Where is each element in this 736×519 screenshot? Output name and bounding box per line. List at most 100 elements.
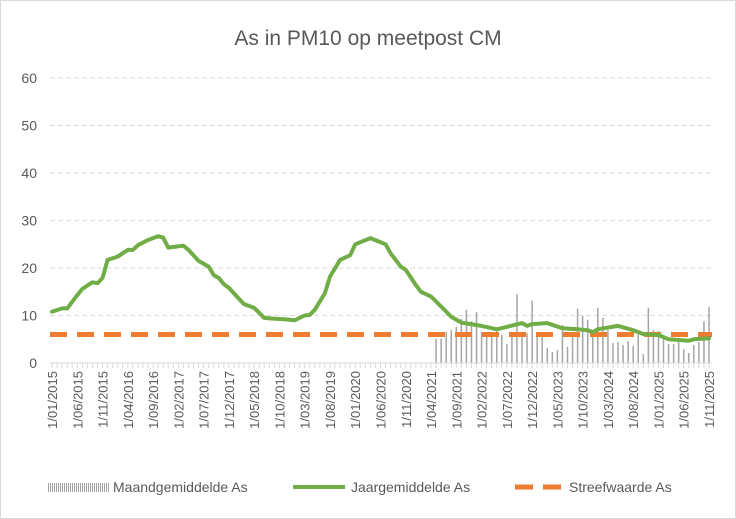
y-tick-label: 10 [21,308,37,324]
legend-bar-mark [58,483,59,492]
x-tick-label: 1/09/2016 [146,371,161,429]
y-tick-label: 60 [21,70,37,86]
x-tick-label: 1/10/2023 [576,371,591,429]
bar [546,347,549,363]
legend-bar-mark [92,483,93,492]
legend-bar-mark [48,483,49,492]
bar [632,345,634,363]
x-tick-label: 1/07/2017 [197,371,212,429]
bar [501,334,503,363]
legend-bar-mark [104,483,105,492]
bar [637,333,639,363]
bar [602,317,604,363]
legend-bar-mark [100,483,101,492]
legend-bar-mark [88,483,89,492]
bar [531,300,533,363]
legend-bar-mark [52,483,53,492]
legend-bar-mark [50,483,51,492]
legend-item-maandgemiddelde[interactable]: Maandgemiddelde As [48,479,248,495]
x-tick-label: 1/11/2020 [399,371,414,428]
legend-bar-mark [102,483,103,492]
bar [617,342,619,363]
legend-bar-mark [56,483,57,492]
legend-bar-mark [98,483,99,492]
x-axis-ticks: 1/01/2015 1/06/2015 1/11/2015 1/04/2016 1/09… [45,363,717,429]
gridlines [50,77,712,316]
legend-bar-mark [90,483,91,492]
x-tick-label: 1/06/2020 [374,371,389,429]
bar [506,344,508,363]
x-tick-label: 1/09/2021 [449,371,464,429]
legend-bar-mark [96,483,97,492]
bar [698,342,700,363]
x-tick-label: 1/04/2016 [121,371,136,429]
legend-bar-mark [66,483,67,492]
bar [592,330,594,363]
legend-item-jaargemiddelde[interactable]: Jaargemiddelde As [293,479,470,495]
x-tick-label: 1/12/2022 [525,371,540,429]
legend-bar-mark [62,483,63,492]
legend-bar-mark [82,483,83,492]
bar [450,330,453,363]
y-tick-label: 50 [21,118,37,134]
x-tick-label: 1/10/2018 [272,371,287,429]
bar [485,332,488,363]
legend-bar-mark [94,483,95,492]
x-tick-label: 1/01/2020 [348,371,363,429]
bar [521,332,523,363]
legend-bar-mark [106,483,107,492]
bar [652,330,655,363]
y-tick-label: 20 [21,260,37,276]
bar [581,315,584,363]
bar [561,325,564,363]
x-tick-label: 1/05/2018 [247,371,262,429]
legend-bar-mark [78,483,79,492]
legend-bar-mark [70,483,71,492]
legend-label: Streefwaarde As [569,479,672,495]
bar [551,352,554,363]
legend-bar-swatch-icon [48,483,109,492]
bar [455,326,458,363]
legend: Maandgemiddelde As Jaargemiddelde As Str… [48,479,672,495]
legend-bar-mark [74,483,75,492]
bar [541,333,543,363]
bar [612,343,614,363]
bar [622,344,624,363]
bar [662,338,665,363]
x-tick-label: 1/01/2025 [651,371,666,429]
bar [490,333,493,363]
legend-bar-mark [54,483,55,492]
bar [526,333,528,363]
chart-title: As in PM10 op meetpost CM [234,27,501,50]
x-tick-label: 1/12/2017 [222,371,237,429]
legend-bar-mark [84,483,85,492]
y-tick-label: 30 [21,213,37,229]
x-tick-label: 1/02/2017 [171,371,186,429]
legend-item-streefwaarde[interactable]: Streefwaarde As [515,479,672,495]
bar [682,349,685,363]
legend-bar-mark [60,483,61,492]
legend-bar-mark [76,483,77,492]
line-series-jaargemiddelde [50,234,711,343]
bar [556,350,559,363]
x-tick-label: 1/11/2025 [702,371,717,428]
x-tick-label: 1/02/2022 [475,371,490,429]
bar [657,331,660,363]
bar [642,353,645,363]
bar [627,341,629,363]
x-tick-label: 1/05/2023 [550,371,565,429]
legend-bar-mark [72,483,73,492]
bar [516,294,518,363]
bar [571,332,574,363]
legend-bar-mark [64,483,65,492]
legend-bar-mark [68,483,69,492]
y-tick-label: 40 [21,165,37,181]
x-tick-label: 1/08/2024 [626,371,641,429]
bar [480,332,483,363]
x-tick-label: 1/06/2015 [70,371,85,429]
y-tick-label: 0 [29,355,37,371]
legend-label: Maandgemiddelde As [113,479,248,495]
bar [435,338,437,363]
